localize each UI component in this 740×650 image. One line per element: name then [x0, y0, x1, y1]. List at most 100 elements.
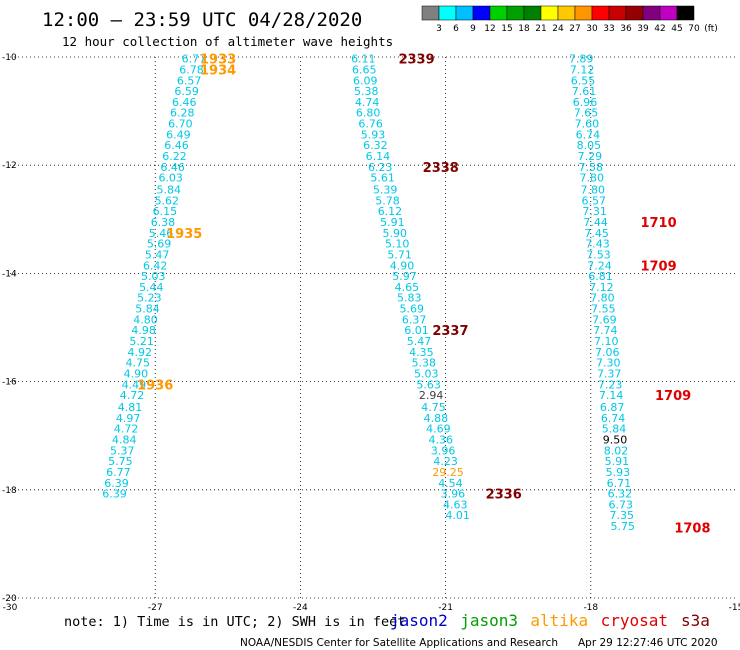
wave-height-label: 6.39	[104, 477, 129, 490]
wave-height-label: 5.75	[108, 455, 133, 468]
wave-height-label: 7.14	[599, 389, 624, 402]
wave-height-label: 6.42	[143, 259, 168, 272]
wave-height-label: 4.23	[433, 455, 458, 468]
track-track-b: 6.116.656.095.384.746.806.765.936.326.14…	[351, 53, 470, 523]
y-tick-label: -14	[2, 269, 17, 279]
wave-height-label: 6.01	[404, 324, 429, 337]
wave-height-label: 5.47	[145, 248, 170, 261]
wave-height-label: 5.47	[407, 335, 432, 348]
legend-item-s3a: s3a	[681, 611, 710, 630]
colorbar-tick-label: 9	[470, 24, 476, 34]
wave-height-label: 6.74	[601, 412, 626, 425]
colorbar-swatch	[489, 5, 508, 21]
wave-height-label: 4.69	[426, 423, 451, 436]
wave-height-label: 8.02	[604, 444, 629, 457]
wave-height-label: 5.03	[414, 367, 439, 380]
y-tick-label: -12	[2, 161, 17, 171]
wave-height-label: 7.31	[582, 205, 607, 218]
wave-height-label: 7.69	[592, 313, 617, 326]
footer-timestamp: Apr 29 12:27:46 UTC 2020	[578, 637, 718, 649]
colorbar-swatch	[506, 5, 525, 21]
wave-height-label: 4.63	[443, 498, 468, 511]
wave-height-label: 5.23	[137, 292, 162, 305]
x-tick-label: -30	[3, 603, 18, 613]
colorbar-tick-label: 18	[518, 24, 530, 34]
wave-height-label: 5.62	[155, 194, 180, 207]
wave-height-label: 5.78	[375, 194, 400, 207]
wave-height-label: 6.23	[368, 161, 393, 174]
wave-height-label: 4.72	[120, 389, 145, 402]
wave-height-label: 5.84	[157, 184, 182, 197]
colorbar-swatch	[472, 5, 491, 21]
wave-height-label: 5.84	[602, 423, 627, 436]
legend-item-jason3: jason3	[460, 611, 518, 630]
satellite-legend: jason2 jason3 altika cryosat s3a	[390, 611, 710, 630]
wave-height-label: 6.74	[576, 128, 601, 141]
wave-height-label: 6.38	[151, 216, 176, 229]
wave-height-label: 6.77	[182, 53, 207, 66]
wave-height-label: 5.10	[385, 238, 410, 251]
wave-height-label: 6.65	[352, 63, 377, 76]
wave-height-label: 6.37	[402, 313, 427, 326]
wave-height-label: 4.81	[118, 401, 143, 414]
x-tick-label: -24	[293, 603, 308, 613]
wave-height-label: 7.80	[590, 292, 615, 305]
wave-height-label: 7.24	[587, 259, 612, 272]
wave-height-label: 5.38	[354, 85, 379, 98]
pass-number-label: 1708	[674, 522, 710, 537]
wave-height-label: 7.53	[586, 248, 611, 261]
wave-height-label: 5.71	[387, 248, 412, 261]
wave-height-label: 6.87	[600, 401, 625, 414]
colorbar-swatch	[540, 5, 559, 21]
wave-height-label: 6.46	[160, 161, 185, 174]
wave-height-data: 6.776.786.576.596.466.286.706.496.466.22…	[102, 53, 710, 537]
wave-height-label: 7.10	[594, 335, 619, 348]
colorbar-tick-label: (ft)	[704, 24, 718, 34]
wave-height-label: 5.38	[412, 357, 437, 370]
wave-height-label: 5.39	[373, 184, 398, 197]
colorbar-swatch	[421, 5, 440, 21]
wave-height-label: 2.94	[419, 389, 444, 402]
wave-height-label: 6.49	[166, 128, 191, 141]
wave-height-label: 3.96	[431, 444, 456, 457]
wave-height-label: 5.91	[380, 216, 405, 229]
wave-height-label: 5.90	[383, 227, 408, 240]
wave-height-label: 6.77	[106, 466, 131, 479]
wave-height-label: 7.55	[591, 303, 616, 316]
wave-height-label: 5.93	[606, 466, 631, 479]
wave-height-label: 4.35	[409, 346, 434, 359]
colorbar-swatch	[625, 5, 644, 21]
wave-height-label: 6.78	[179, 63, 204, 76]
wave-height-label: 7.60	[575, 118, 600, 131]
y-tick-label: -20	[2, 594, 17, 604]
colorbar-tick-label: 15	[501, 24, 512, 34]
pass-number-label: 1935	[166, 227, 202, 242]
wave-height-label: 6.70	[168, 118, 193, 131]
colorbar-tick-label: 70	[688, 24, 700, 34]
wave-height-label: 6.12	[378, 205, 403, 218]
wave-height-label: 4.88	[424, 412, 449, 425]
legend-item-altika: altika	[530, 611, 588, 630]
wave-height-label: 6.03	[158, 172, 183, 185]
wave-height-label: 8.05	[577, 139, 602, 152]
wave-height-label: 7.12	[570, 63, 595, 76]
wave-height-label: 6.09	[353, 74, 378, 87]
wave-height-label: 4.75	[421, 401, 446, 414]
wave-height-label: 6.96	[573, 96, 598, 109]
wave-height-label: 6.15	[153, 205, 178, 218]
wave-height-label: 4.72	[114, 423, 139, 436]
colorbar-swatch	[676, 5, 695, 21]
colorbar-tick-label: 24	[552, 24, 564, 34]
wave-height-label: 6.80	[356, 107, 381, 120]
wave-height-label: 5.84	[135, 303, 160, 316]
colorbar-swatch	[557, 5, 576, 21]
wave-height-label: 6.11	[351, 53, 376, 66]
pass-number-label: 1709	[640, 259, 676, 274]
wave-height-label: 9.50	[603, 433, 628, 446]
wave-height-label: 4.90	[124, 367, 149, 380]
wave-height-label: 4.84	[112, 433, 137, 446]
track-track-c: 7.897.126.557.616.967.657.606.748.057.29…	[569, 53, 635, 533]
wave-height-label: 7.29	[578, 150, 603, 163]
wave-height-label: 4.92	[127, 346, 152, 359]
